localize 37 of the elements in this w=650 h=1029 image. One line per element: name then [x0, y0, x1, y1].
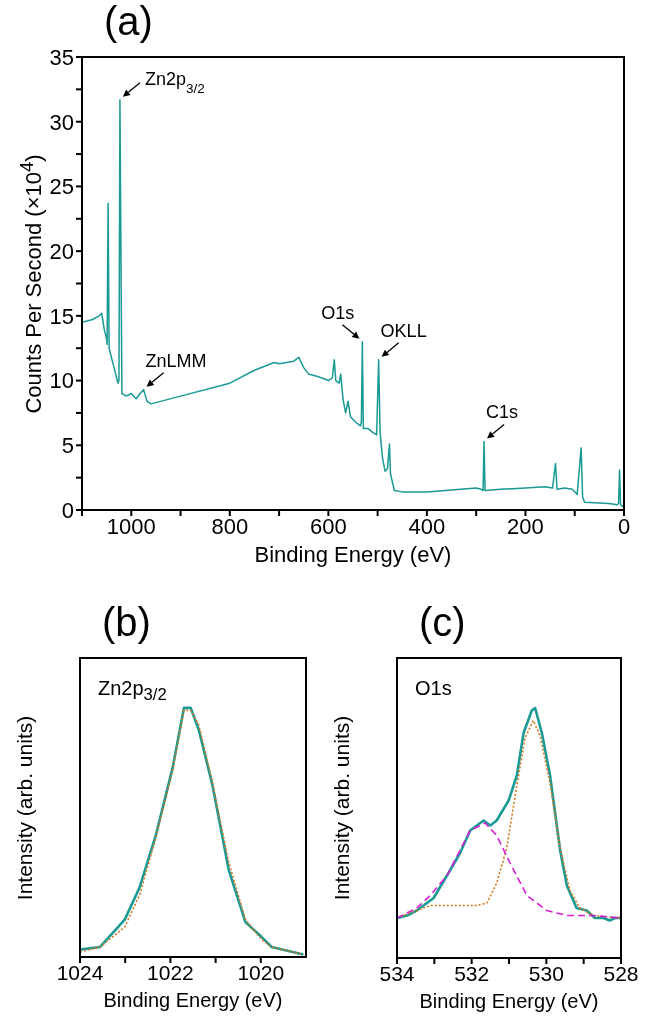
x-tick-label: 600	[310, 513, 347, 539]
x-axis-title: Binding Energy (eV)	[102, 989, 284, 1012]
y-axis-title: Intensity (arb. units)	[12, 714, 37, 902]
y-tick-label: 10	[49, 368, 74, 394]
x-tick-label: 200	[507, 513, 544, 539]
annotation: OKLL	[380, 320, 427, 341]
chart-title: (a)	[104, 0, 153, 45]
annotation: O1s	[321, 302, 355, 323]
y-tick-label: 30	[49, 109, 74, 135]
y-tick-label: 25	[49, 174, 74, 200]
text: Zn2p$_{3/2}$	[98, 676, 167, 706]
annotation: C1s	[486, 402, 519, 423]
x-tick-label: 530	[528, 961, 564, 985]
x-tick-label: 1024	[56, 960, 104, 984]
x-axis-title: Binding Energy (eV)	[253, 542, 453, 568]
x-tick-label: 528	[603, 961, 639, 985]
y-axis-title: Intensity (arb. units)	[329, 714, 354, 903]
x-tick-label: 534	[379, 961, 415, 985]
y-tick-label: 5	[61, 433, 74, 459]
x-tick-label: 1000	[106, 513, 156, 539]
x-tick-label: 1020	[237, 960, 285, 984]
y-tick-label: 20	[49, 238, 74, 264]
annotation: Zn2p$_{3/2}$	[144, 68, 205, 96]
y-tick-label: 15	[49, 303, 74, 329]
annotation: ZnLMM	[145, 350, 207, 371]
x-tick-label: 0	[617, 513, 631, 539]
y-tick-label: 0	[61, 497, 74, 523]
text: O1s	[415, 676, 452, 700]
chart-title: (b)	[102, 599, 151, 646]
line-series	[82, 98, 624, 509]
x-tick-label: 532	[454, 961, 490, 985]
x-tick-label: 400	[408, 513, 446, 539]
x-tick-label: 800	[211, 513, 249, 539]
y-tick-label: 35	[49, 44, 74, 70]
chart-title: (c)	[419, 599, 466, 646]
x-tick-label: 1022	[147, 960, 194, 984]
x-axis-title: Binding Energy (eV)	[418, 990, 600, 1013]
